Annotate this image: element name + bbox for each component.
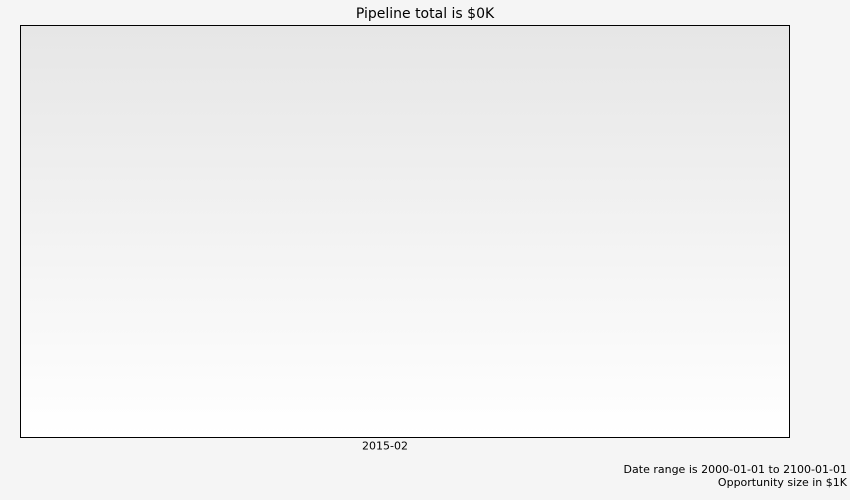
plot-area (20, 25, 790, 438)
chart-title: Pipeline total is $0K (355, 6, 495, 22)
date-range-note: Date range is 2000-01-01 to 2100-01-01 (623, 463, 847, 476)
x-tick-label: 2015-02 (362, 440, 408, 453)
opportunity-size-note: Opportunity size in $1K (717, 476, 847, 489)
x-axis-ticks: 2015-02 (362, 440, 408, 453)
